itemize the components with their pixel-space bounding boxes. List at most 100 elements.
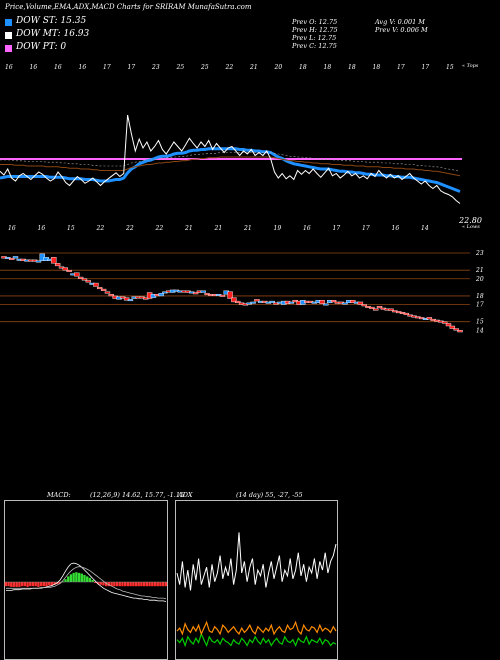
macd-hist-bar	[88, 577, 92, 582]
axis-label: 23	[475, 250, 484, 257]
macd-hist-bar	[7, 582, 10, 587]
bottom-label: 22	[125, 225, 134, 232]
bottom-label: 21	[184, 225, 193, 232]
macd-hist-bar	[102, 582, 105, 586]
macd-hist-bar	[110, 582, 113, 587]
macd-hist-bar	[23, 582, 27, 587]
top-label: 22	[225, 64, 234, 71]
macd-hist-bar	[148, 582, 151, 587]
axis-label: 17	[476, 302, 484, 309]
ema-band-line	[0, 152, 461, 172]
macd-hist-bar	[105, 582, 108, 587]
macd-hist-bar	[48, 582, 51, 586]
macd-hist-bar	[34, 582, 37, 587]
macd-hist-bar	[159, 582, 162, 587]
candle	[449, 325, 456, 329]
macd-hist-bar	[156, 582, 159, 587]
macd-hist-bar	[29, 582, 32, 587]
macd-hist-bar	[164, 582, 168, 587]
top-label: 16	[30, 64, 38, 71]
candle	[441, 321, 448, 324]
candle	[426, 317, 433, 320]
candle	[250, 301, 256, 304]
candle	[127, 299, 134, 302]
macd-hist-bar	[137, 582, 140, 587]
candle	[12, 256, 19, 259]
macd-hist-bar	[134, 582, 138, 587]
candle	[369, 306, 375, 309]
bottom-label: 16	[303, 225, 311, 232]
macd-title: MACD:	[47, 491, 71, 499]
macd-hist-bar	[37, 582, 40, 587]
axis-label: 15	[476, 319, 484, 326]
candle	[219, 294, 226, 297]
top-label: 17	[422, 64, 430, 71]
candle	[200, 290, 206, 293]
top-label: 17	[103, 64, 111, 71]
axis-label: 21	[475, 267, 484, 274]
candle	[376, 306, 383, 309]
candle	[403, 312, 410, 316]
adx-line	[176, 532, 337, 591]
bottom-label: 16	[38, 225, 46, 232]
dow-pt-swatch	[5, 45, 12, 52]
macd-hist-bar	[126, 582, 130, 587]
adx-line	[176, 620, 337, 636]
axis-label: 14	[476, 327, 484, 334]
macd-hist-bar	[12, 582, 16, 587]
prev-open: Prev O: 12.75	[292, 18, 338, 26]
candle	[77, 276, 84, 279]
top-label: 16	[79, 64, 87, 71]
candle	[350, 300, 356, 304]
candle	[254, 299, 260, 302]
prev-close: Prev C: 12.75	[292, 42, 337, 50]
bottom-label: 17	[362, 225, 370, 232]
top-label: 18	[373, 64, 381, 71]
candle	[51, 257, 57, 264]
macd-panel	[4, 500, 168, 660]
candle	[445, 323, 452, 327]
macd-hist-bar	[20, 582, 24, 587]
candle	[372, 308, 379, 311]
macd-hist-bar	[39, 582, 43, 587]
macd-hist-bar	[64, 579, 67, 582]
candles	[1, 253, 463, 333]
candle	[54, 263, 61, 267]
macd-hist-bar	[161, 582, 165, 587]
candle	[192, 292, 199, 295]
macd-hist-bar	[113, 582, 116, 587]
candle	[269, 300, 275, 303]
lows-note: « Lows	[462, 224, 480, 230]
bottom-label: 22	[155, 225, 164, 232]
macd-hist-bar	[91, 579, 94, 582]
macd-hist-bar	[42, 582, 45, 587]
candle	[288, 301, 295, 304]
candle	[8, 257, 15, 260]
macd-hist-bar	[145, 582, 149, 587]
top-label: 16	[5, 64, 13, 71]
bottom-label: 15	[67, 225, 75, 232]
macd-hist-bar	[86, 576, 89, 582]
price-series-line	[0, 114, 461, 204]
macd-hist-bar	[75, 572, 78, 582]
top-label: 16	[54, 64, 62, 71]
dow-st-label: DOW ST: 15.35	[16, 16, 87, 26]
candle	[158, 293, 164, 297]
macd-hist-bar	[4, 582, 8, 587]
candle	[104, 291, 111, 294]
macd-hist-bar	[58, 582, 62, 584]
candle	[100, 288, 107, 291]
candle	[81, 278, 88, 281]
top-label: 18	[324, 64, 332, 71]
candle	[85, 280, 92, 283]
macd-hist-bar	[142, 582, 146, 587]
price-chart: 16 16 16 16 17 17 23 25 25 22 21 20 18 18 18 18 17 17 15 «…	[0, 63, 484, 334]
top-label: 18	[348, 64, 356, 71]
macd-hist-bar	[118, 582, 121, 587]
macd-hist-bar	[99, 582, 102, 585]
macd-hist-bar	[121, 582, 124, 587]
axis-label: 18	[476, 293, 484, 300]
top-label: 17	[128, 64, 136, 71]
macd-hist-bar	[140, 582, 143, 587]
